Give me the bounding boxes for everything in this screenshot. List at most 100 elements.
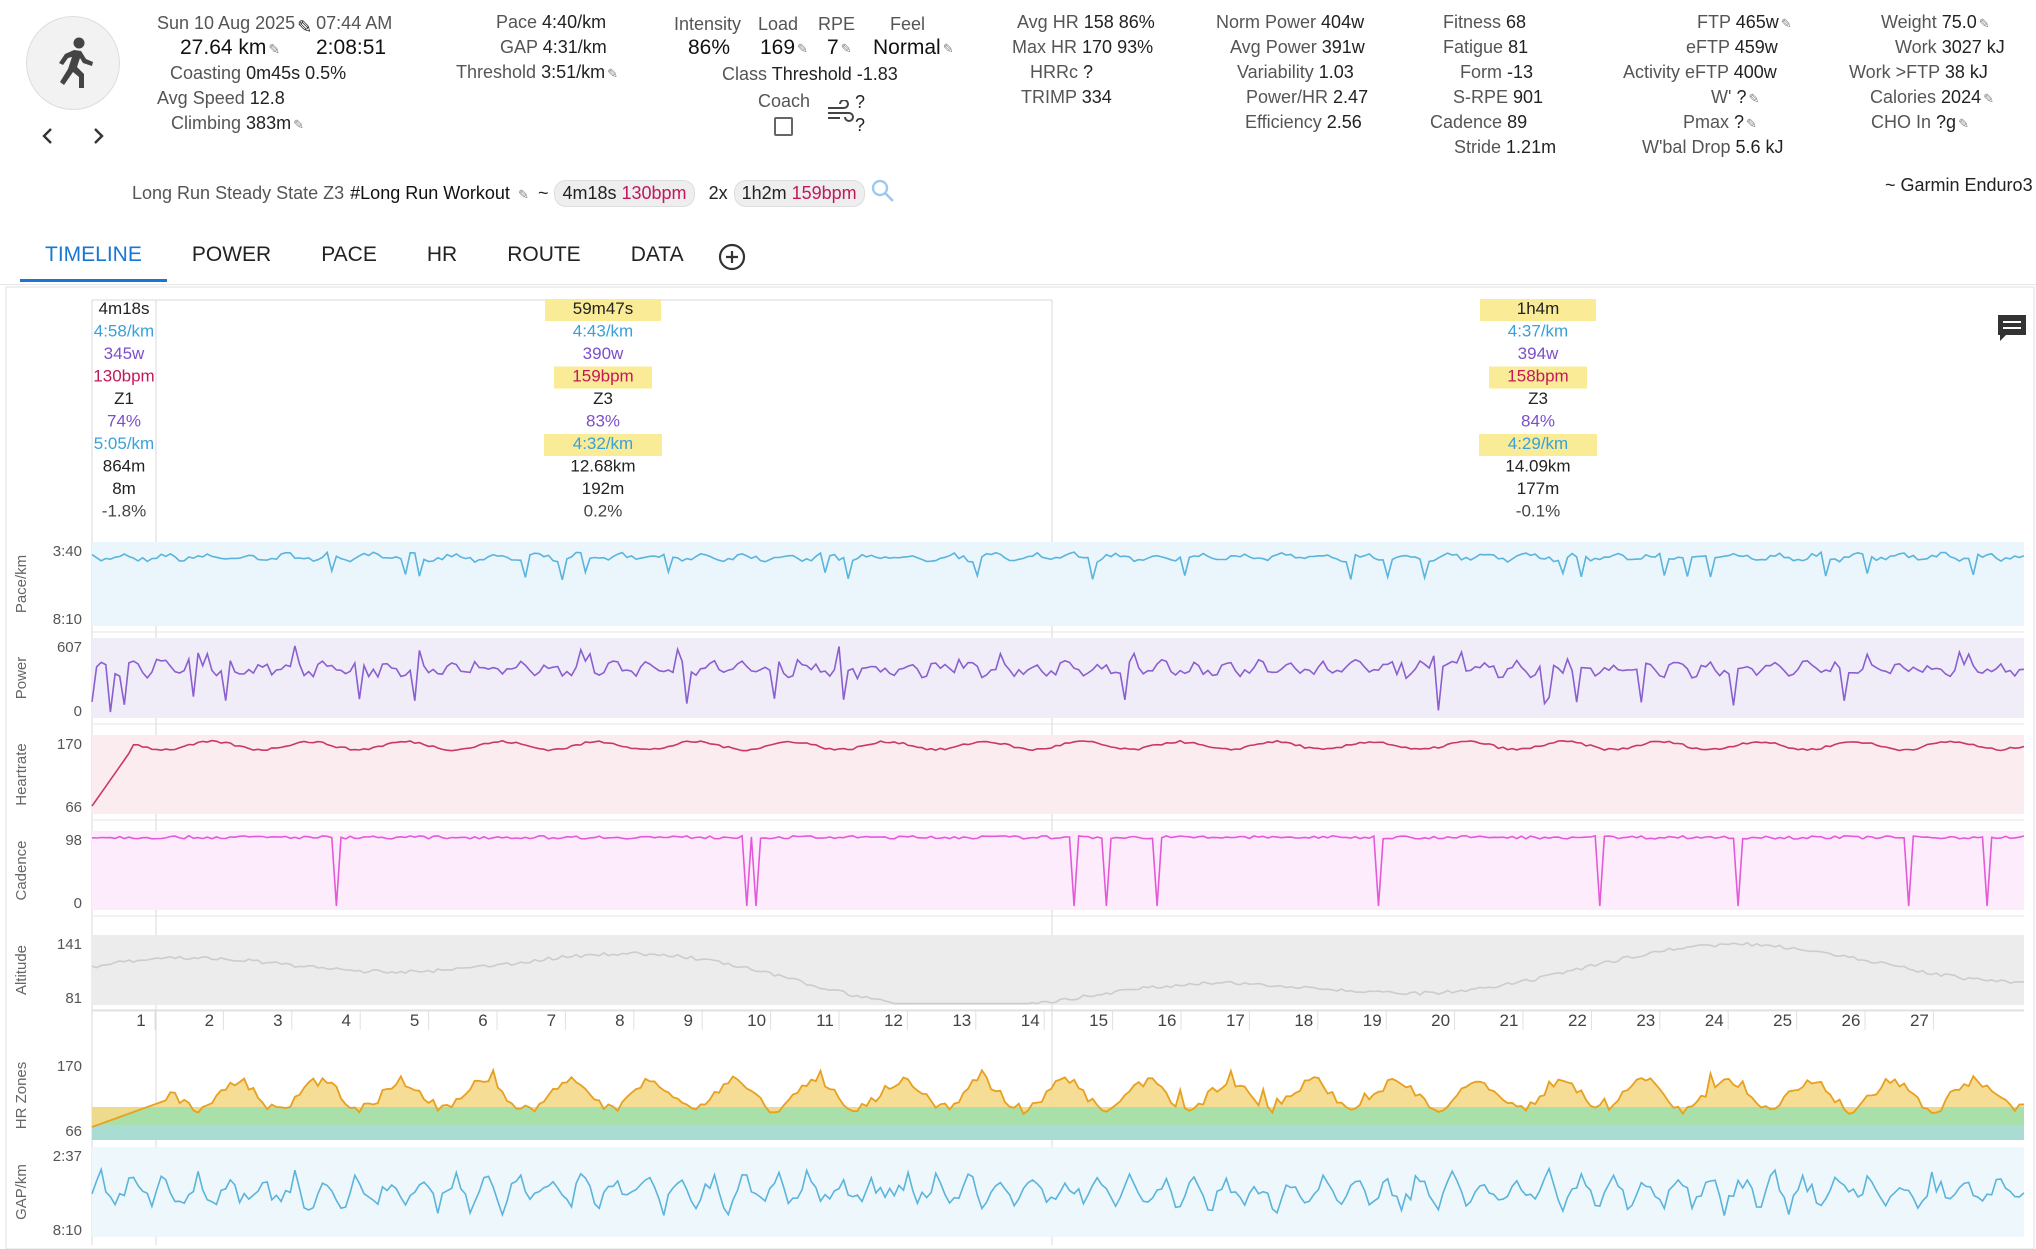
axis-top-hr: 170 (57, 736, 82, 753)
axis-top-pace: 3:40 (53, 543, 82, 560)
gap-value: 4:31/km (542, 37, 607, 57)
panel-label-hr: Heartrate (13, 743, 30, 806)
activity-distance[interactable]: 27.64 km (180, 36, 267, 59)
km-tick-label: 16 (1158, 1011, 1177, 1030)
coasting-value: 0m45s 0.5% (246, 63, 347, 83)
workout-step-1[interactable]: 4m18s 130bpm (554, 180, 695, 207)
edit-icon[interactable]: ✎ (797, 41, 808, 57)
prev-activity-button[interactable] (38, 124, 58, 148)
hr-zone-line (91, 1067, 2025, 1128)
interval-3-dist: 14.09km (1505, 457, 1570, 476)
interval-1-gap: 5:05/km (94, 434, 154, 453)
timeline-chart[interactable]: 4m18s 4:58/km 345w 130bpm Z1 74% 5:05/km 864m 8m… (0, 285, 2036, 1249)
activity-eftp-label: Activity eFTP (1623, 62, 1729, 82)
edit-icon[interactable]: ✎ (268, 41, 281, 58)
interval-highlight (544, 434, 662, 456)
load-value[interactable]: 169 (760, 36, 796, 59)
km-tick-label: 22 (1568, 1011, 1587, 1030)
tab-hr[interactable]: HR (426, 243, 458, 266)
feel-value[interactable]: Normal (873, 36, 941, 59)
activity-header: Sun 10 Aug 2025 ✎ 07:44 AM 27.64 km ✎ 2:08… (0, 0, 2036, 220)
km-tick-label: 17 (1226, 1011, 1245, 1030)
coach-label: Coach (758, 91, 811, 111)
km-tick-label: 1 (136, 1011, 145, 1030)
activity-duration: 2:08:51 (316, 36, 387, 59)
edit-icon[interactable]: ✎ (1748, 91, 1760, 107)
weather-unknown-1: ? (855, 92, 866, 112)
km-tick-label: 4 (341, 1011, 350, 1030)
activity-type-badge[interactable] (26, 16, 120, 110)
pace-value: 4:40/km (542, 12, 607, 32)
axis-top-power: 607 (57, 639, 82, 656)
series-area (92, 552, 2024, 626)
weight-value[interactable]: 75.0 (1941, 12, 1977, 32)
edit-icon[interactable]: ✎ (1780, 16, 1792, 32)
edit-icon[interactable]: ✎ (517, 186, 529, 202)
search-button[interactable] (870, 178, 896, 204)
interval-2-hr: 159bpm (572, 367, 633, 386)
panel-label-alt: Altitude (13, 945, 30, 995)
tab-power[interactable]: POWER (191, 243, 272, 266)
km-tick-label: 23 (1636, 1011, 1655, 1030)
hr-zone-area (92, 1070, 2024, 1140)
tab-data[interactable]: DATA (630, 243, 684, 266)
interval-3-power: 394w (1518, 344, 1559, 363)
activity-time: 07:44 AM (316, 13, 393, 33)
activity-date[interactable]: Sun 10 Aug 2025 (157, 13, 296, 33)
edit-icon[interactable]: ✎ (297, 17, 313, 38)
interval-2-elev: 192m (582, 479, 625, 498)
next-activity-button[interactable] (88, 124, 108, 148)
wind-button[interactable] (826, 99, 854, 126)
tab-route[interactable]: ROUTE (507, 243, 581, 266)
edit-icon[interactable]: ✎ (1958, 116, 1969, 132)
wprime-value[interactable]: ? (1736, 87, 1747, 107)
efficiency-label: Efficiency (1245, 112, 1322, 132)
threshold-value[interactable]: 3:51/km (541, 62, 606, 82)
interval-1-elev: 8m (112, 479, 136, 498)
interval-1-pct: 74% (107, 412, 141, 431)
class-label: Class (722, 64, 768, 84)
edit-icon[interactable]: ✎ (942, 41, 954, 57)
series-line-hr (91, 739, 2025, 807)
km-tick-label: 5 (410, 1011, 419, 1030)
axis-bottom-cad: 0 (74, 895, 82, 912)
edit-icon[interactable]: ✎ (607, 66, 618, 82)
edit-icon[interactable]: ✎ (840, 41, 852, 57)
chevron-right-icon (94, 128, 104, 144)
series-line-power (91, 645, 2025, 713)
edit-icon[interactable]: ✎ (1983, 91, 1994, 107)
chevron-left-icon (42, 128, 52, 144)
km-tick-label: 3 (273, 1011, 282, 1030)
calories-value[interactable]: 2024 (1941, 87, 1982, 107)
cho-value[interactable]: ?g (1936, 112, 1957, 132)
variability-label: Variability (1237, 62, 1314, 82)
work-value: 3027 kJ (1941, 37, 2005, 57)
norm-power-value: 404w (1321, 12, 1365, 32)
ftp-value[interactable]: 465w (1735, 12, 1779, 32)
max-hr-label: Max HR (1012, 37, 1078, 57)
avg-speed-label: Avg Speed (157, 88, 245, 108)
comment-icon[interactable] (1998, 315, 2026, 341)
wprime-label: W' (1711, 87, 1732, 107)
fitness-label: Fitness (1443, 12, 1502, 32)
km-tick-label: 15 (1089, 1011, 1108, 1030)
interval-1-dist: 864m (103, 457, 146, 476)
workout-step-2[interactable]: 1h2m 159bpm (733, 180, 865, 207)
km-tick-label: 25 (1773, 1011, 1792, 1030)
edit-icon[interactable]: ✎ (293, 117, 304, 133)
series-line-gap (91, 1166, 2025, 1218)
rpe-value[interactable]: 7 (827, 36, 839, 59)
axis-bottom-gap: 8:10 (53, 1222, 82, 1239)
coach-checkbox[interactable] (774, 117, 793, 136)
tab-pace[interactable]: PACE (321, 243, 377, 266)
edit-icon[interactable]: ✎ (1978, 16, 1990, 32)
work-ftp-value: 38 kJ (1944, 62, 1988, 82)
edit-icon[interactable]: ✎ (1746, 116, 1757, 132)
workout-tag[interactable]: #Long Run Workout (350, 183, 510, 203)
panel-label-power: Power (13, 657, 30, 700)
add-tab-button[interactable] (717, 242, 747, 272)
tab-timeline[interactable]: TIMELINE (20, 232, 167, 282)
climbing-value[interactable]: 383m (246, 113, 292, 133)
pmax-value[interactable]: ? (1734, 112, 1745, 132)
norm-power-label: Norm Power (1216, 12, 1317, 32)
